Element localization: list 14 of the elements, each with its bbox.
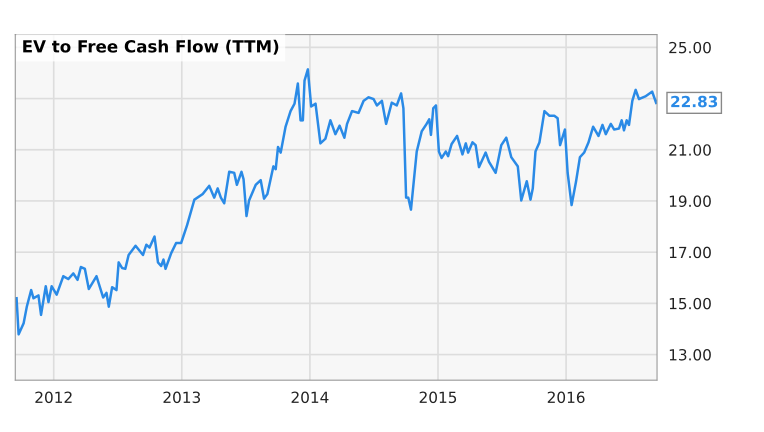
line-series — [15, 68, 658, 336]
y-tick-label: 21.00 — [669, 144, 711, 156]
annotation: 22.83 — [671, 96, 718, 108]
x-tick-label: 2014 — [292, 392, 328, 404]
y-tick-label: 15.00 — [670, 298, 711, 310]
chart-title: EV to Free Cash Flow (TTM) — [23, 40, 278, 55]
y-tick-label: 17.00 — [670, 246, 711, 258]
y-tick-label: 19.00 — [670, 195, 711, 207]
x-tick-label: 2015 — [420, 392, 456, 404]
x-tick-label: 2013 — [163, 392, 200, 404]
y-tick-label: 25.00 — [669, 42, 711, 54]
x-tick-label: 2016 — [548, 392, 585, 404]
y-tick-label: 13.00 — [670, 349, 711, 361]
x-tick-label: 2012 — [35, 392, 72, 404]
